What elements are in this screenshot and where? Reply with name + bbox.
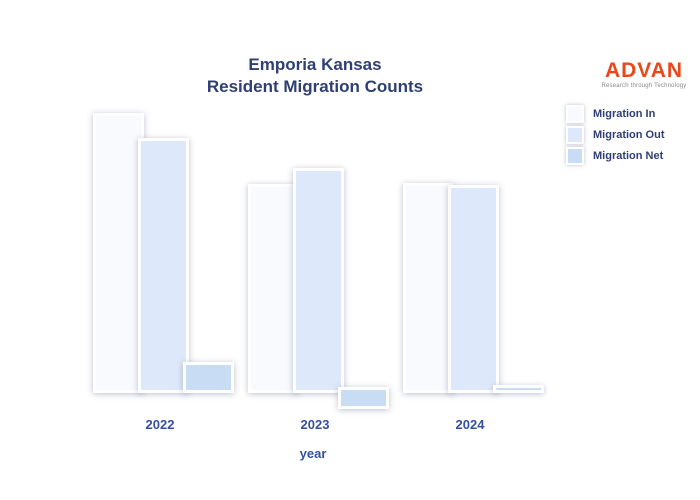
legend-label: Migration In [593, 107, 656, 120]
advan-logo-tagline: Research through Technology [601, 83, 687, 90]
chart-title-line1: Emporia Kansas [248, 55, 382, 74]
bar-migration-out-2024 [447, 185, 499, 393]
bar-migration-net-2022 [182, 362, 234, 393]
bar-migration-in-2022 [92, 113, 144, 393]
legend-item-migration-out: Migration Out [566, 124, 665, 145]
legend-item-migration-net: Migration Net [566, 145, 665, 166]
bar-migration-out-2022 [137, 138, 189, 393]
x-tick-label-2024: 2024 [455, 417, 485, 432]
advan-logo: ADVAN Research through Technology [598, 59, 690, 101]
legend-swatch [566, 146, 584, 165]
x-tick-label-2023: 2023 [300, 417, 330, 432]
advan-logo-text: ADVAN [604, 59, 684, 82]
legend-label: Migration Net [593, 149, 664, 162]
bar-migration-net-2024 [492, 385, 544, 393]
chart-title-line2: Resident Migration Counts [206, 77, 424, 97]
legend-swatch [566, 125, 584, 144]
legend-swatch [566, 104, 584, 123]
legend-item-migration-in: Migration In [566, 103, 665, 124]
bar-migration-in-2023 [247, 184, 299, 393]
chart-title: Emporia Kansas Resident Migration Counts [80, 54, 550, 99]
legend-label: Migration Out [593, 128, 665, 141]
bar-migration-in-2024 [402, 183, 454, 393]
bar-migration-out-2023 [292, 168, 344, 393]
x-tick-label-2022: 2022 [145, 417, 175, 432]
plot-area: 2022 2023 2024 year [80, 100, 625, 475]
chart-legend: Migration In Migration Out Migration Net [566, 103, 665, 166]
bar-migration-net-2023 [337, 387, 389, 409]
x-axis-title: year [299, 446, 327, 461]
